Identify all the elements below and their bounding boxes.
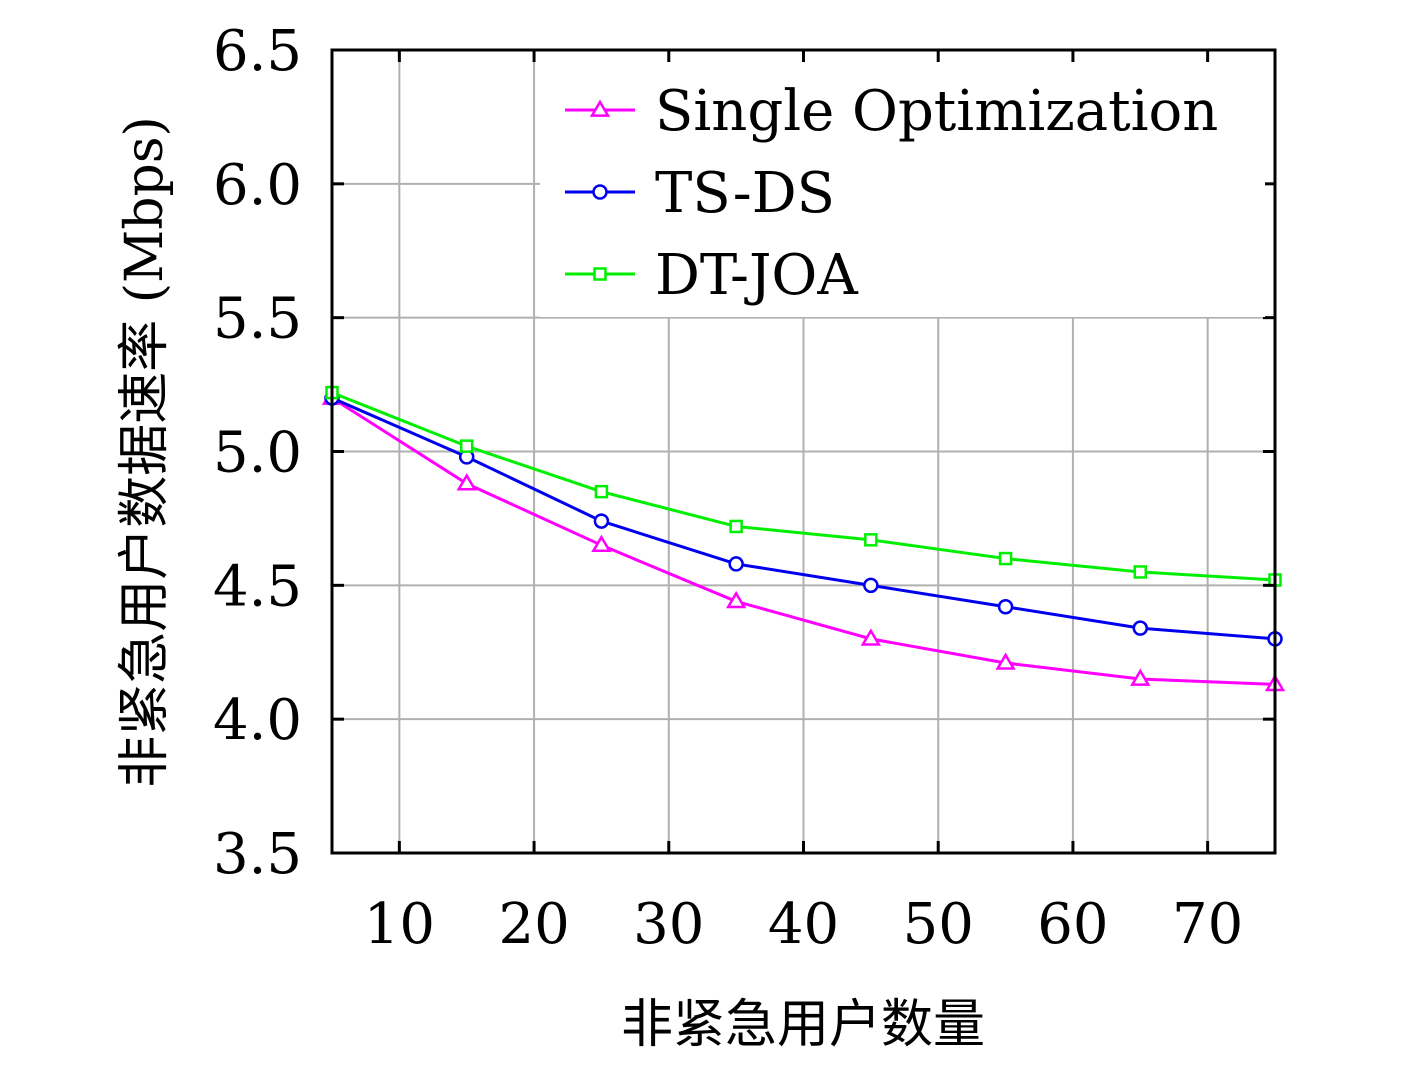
legend-marker — [589, 99, 611, 117]
data-point — [1133, 565, 1148, 579]
x-tick-label: 10 — [364, 892, 435, 957]
data-point — [456, 473, 477, 491]
x-tick-label: 20 — [498, 892, 569, 957]
series-line — [331, 391, 1276, 582]
data-point — [995, 652, 1016, 670]
data-point — [998, 551, 1013, 566]
data-point — [728, 556, 744, 572]
y-tick-label: 3.5 — [213, 822, 302, 887]
data-point — [459, 439, 474, 453]
legend-label: DT-JOA — [655, 243, 858, 308]
legend-marker — [592, 184, 608, 200]
data-point — [997, 598, 1014, 615]
y-tick-label: 6.0 — [213, 153, 302, 218]
series-lines — [321, 385, 1286, 692]
legend-marker — [593, 267, 607, 281]
y-tick-label: 4.5 — [213, 554, 302, 619]
data-point — [1132, 620, 1149, 636]
data-point — [729, 519, 743, 534]
y-tick-label: 6.5 — [213, 19, 302, 84]
y-tick-label: 5.0 — [213, 421, 302, 486]
axis-ticks: 10 20 30 40 50 60 70 3.5 4.0 4.5 5.0 5.5 6.0 6.5 — [213, 19, 1275, 957]
legend-box — [540, 62, 1265, 317]
x-tick-label: 30 — [633, 892, 704, 957]
x-tick-label: 60 — [1037, 892, 1108, 957]
x-tick-label: 40 — [768, 892, 839, 957]
y-axis-label: 非紧急用户数据速率 (Mbps) — [115, 116, 175, 788]
data-point — [1130, 668, 1151, 686]
series-line — [331, 396, 1276, 641]
data-point — [725, 590, 747, 609]
y-tick-label: 5.5 — [213, 287, 302, 352]
data-point — [591, 534, 612, 553]
data-point — [864, 533, 878, 547]
legend-label: TS-DS — [655, 161, 835, 226]
x-axis-label: 非紧急用户数量 — [621, 995, 985, 1055]
x-tick-label: 50 — [903, 892, 974, 957]
y-tick-label: 4.0 — [213, 688, 302, 753]
data-point — [860, 628, 882, 646]
legend-label: Single Optimization — [655, 79, 1218, 144]
data-point — [594, 484, 609, 499]
data-point — [593, 513, 610, 529]
series-circle — [324, 390, 1283, 647]
series-line — [331, 396, 1276, 686]
x-tick-label: 70 — [1172, 892, 1243, 957]
data-point — [863, 577, 879, 594]
legend: Single Optimization TS-DS DT-JOA — [540, 62, 1265, 317]
